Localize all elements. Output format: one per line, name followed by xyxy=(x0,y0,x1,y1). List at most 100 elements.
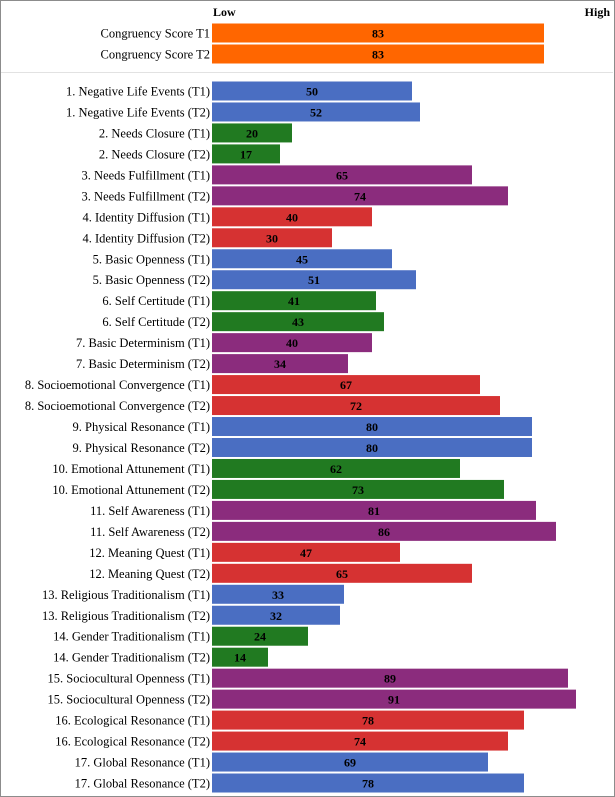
scale-row-4-bar xyxy=(212,144,280,164)
scale-row-33-category-label: 17. Global Resonance (T1) xyxy=(75,756,210,770)
scale-row-20-category-label: 10. Emotional Attunement (T2) xyxy=(52,483,210,497)
scale-row-30-category-label: 15. Sociocultural Openness (T2) xyxy=(48,693,210,707)
scale-row-13-category-label: 7. Basic Determinism (T1) xyxy=(76,336,210,350)
scale-row-15-value-label: 67 xyxy=(340,378,352,392)
scale-row-26-category-label: 13. Religious Traditionalism (T2) xyxy=(42,609,210,623)
scale-row-18-value-label: 80 xyxy=(366,441,378,455)
scale-row-24-bar xyxy=(212,563,472,583)
scale-row-25-bar xyxy=(212,584,344,604)
scale-row-8-value-label: 30 xyxy=(266,231,278,245)
congruency-2-bar xyxy=(212,44,544,64)
scale-row-6-category-label: 3. Needs Fulfillment (T2) xyxy=(82,189,210,203)
scale-row-22-category-label: 11. Self Awareness (T2) xyxy=(90,525,210,539)
scale-row-13-bar xyxy=(212,333,372,353)
scale-row-7-value-label: 40 xyxy=(286,210,298,224)
scale-row-9-category-label: 5. Basic Openness (T1) xyxy=(93,252,210,266)
scale-row-29-bar xyxy=(212,668,568,688)
scale-row-34-value-label: 78 xyxy=(362,777,374,791)
scale-row-16-value-label: 72 xyxy=(350,399,362,413)
scale-row-8-category-label: 4. Identity Diffusion (T2) xyxy=(82,231,210,245)
scale-row-31-category-label: 16. Ecological Resonance (T1) xyxy=(55,714,210,728)
scale-row-3-category-label: 2. Needs Closure (T1) xyxy=(99,126,210,140)
scale-row-19-category-label: 10. Emotional Attunement (T1) xyxy=(52,462,210,476)
bars-group: Congruency Score T1 83 Congruency Score T2… xyxy=(25,23,576,793)
scale-row-28-bar xyxy=(212,647,268,667)
scale-row-25-category-label: 13. Religious Traditionalism (T1) xyxy=(42,588,210,602)
scale-row-4-value-label: 17 xyxy=(240,147,252,161)
scale-row-3-value-label: 20 xyxy=(246,126,258,140)
scale-row-21-value-label: 81 xyxy=(368,504,380,518)
scale-row-21-category-label: 11. Self Awareness (T1) xyxy=(90,504,210,518)
scale-row-28-value-label: 14 xyxy=(234,651,246,665)
congruency-2-value-label: 83 xyxy=(372,48,384,62)
scale-row-22-bar xyxy=(212,521,556,541)
scale-row-2-bar xyxy=(212,102,420,122)
scale-high-label: High xyxy=(585,5,611,19)
scale-row-11-category-label: 6. Self Certitude (T1) xyxy=(102,294,210,308)
scale-row-34-category-label: 17. Global Resonance (T2) xyxy=(75,777,210,791)
scale-row-20-bar xyxy=(212,479,504,499)
scale-row-19-value-label: 62 xyxy=(330,462,342,476)
scale-row-15-bar xyxy=(212,375,480,395)
scale-row-32-bar xyxy=(212,731,508,751)
scale-row-29-category-label: 15. Sociocultural Openness (T1) xyxy=(48,672,210,686)
scale-row-27-value-label: 24 xyxy=(254,630,266,644)
scale-row-20-value-label: 73 xyxy=(352,483,364,497)
scale-row-15-category-label: 8. Socioemotional Convergence (T1) xyxy=(25,378,210,392)
scale-row-8-bar xyxy=(212,228,332,248)
scale-row-5-value-label: 65 xyxy=(336,168,348,182)
scale-row-5-category-label: 3. Needs Fulfillment (T1) xyxy=(82,168,210,182)
scale-row-9-bar xyxy=(212,249,392,269)
scale-row-6-value-label: 74 xyxy=(354,189,366,203)
scale-row-21-bar xyxy=(212,500,536,520)
scale-row-33-value-label: 69 xyxy=(344,756,356,770)
scale-low-label: Low xyxy=(213,5,236,19)
scale-row-19-bar xyxy=(212,458,460,478)
scale-row-7-category-label: 4. Identity Diffusion (T1) xyxy=(82,210,210,224)
scale-row-33-bar xyxy=(212,752,488,772)
scale-row-5-bar xyxy=(212,165,472,185)
congruency-2-category-label: Congruency Score T2 xyxy=(101,48,210,62)
scale-row-14-bar xyxy=(212,354,348,374)
scale-row-18-bar xyxy=(212,437,532,457)
scale-row-31-value-label: 78 xyxy=(362,714,374,728)
scale-row-9-value-label: 45 xyxy=(296,252,308,266)
scale-row-1-category-label: 1. Negative Life Events (T1) xyxy=(66,85,210,99)
congruency-1-value-label: 83 xyxy=(372,27,384,41)
scale-row-10-category-label: 5. Basic Openness (T2) xyxy=(93,273,210,287)
congruency-1-bar xyxy=(212,23,544,43)
scale-row-6-bar xyxy=(212,186,508,206)
scale-row-29-value-label: 89 xyxy=(384,672,396,686)
scale-row-24-value-label: 65 xyxy=(336,567,348,581)
scale-row-23-category-label: 12. Meaning Quest (T1) xyxy=(89,546,210,560)
scale-row-11-value-label: 41 xyxy=(288,294,300,308)
scale-row-1-value-label: 50 xyxy=(306,85,318,99)
scale-row-23-value-label: 47 xyxy=(300,546,312,560)
scale-row-17-category-label: 9. Physical Resonance (T1) xyxy=(73,420,210,434)
scale-row-13-value-label: 40 xyxy=(286,336,298,350)
scale-row-2-category-label: 1. Negative Life Events (T2) xyxy=(66,105,210,119)
scale-row-12-bar xyxy=(212,312,384,332)
scale-row-25-value-label: 33 xyxy=(272,588,284,602)
scale-row-23-bar xyxy=(212,542,400,562)
scale-row-32-value-label: 74 xyxy=(354,735,366,749)
scale-row-16-category-label: 8. Socioemotional Convergence (T2) xyxy=(25,399,210,413)
congruency-1-category-label: Congruency Score T1 xyxy=(101,27,210,41)
scale-row-34-bar xyxy=(212,773,524,793)
scale-row-26-bar xyxy=(212,605,340,625)
scale-row-30-bar xyxy=(212,689,576,709)
scale-row-26-value-label: 32 xyxy=(270,609,282,623)
scale-row-10-value-label: 51 xyxy=(308,273,320,287)
scale-row-7-bar xyxy=(212,207,372,227)
scale-row-27-category-label: 14. Gender Traditionalism (T1) xyxy=(53,630,210,644)
scale-row-24-category-label: 12. Meaning Quest (T2) xyxy=(89,567,210,581)
scale-row-4-category-label: 2. Needs Closure (T2) xyxy=(99,147,210,161)
scale-row-14-value-label: 34 xyxy=(274,357,286,371)
scale-row-18-category-label: 9. Physical Resonance (T2) xyxy=(73,441,210,455)
scale-row-27-bar xyxy=(212,626,308,646)
scale-row-1-bar xyxy=(212,81,412,101)
scale-row-31-bar xyxy=(212,710,524,730)
scale-row-2-value-label: 52 xyxy=(310,105,322,119)
scale-row-17-value-label: 80 xyxy=(366,420,378,434)
